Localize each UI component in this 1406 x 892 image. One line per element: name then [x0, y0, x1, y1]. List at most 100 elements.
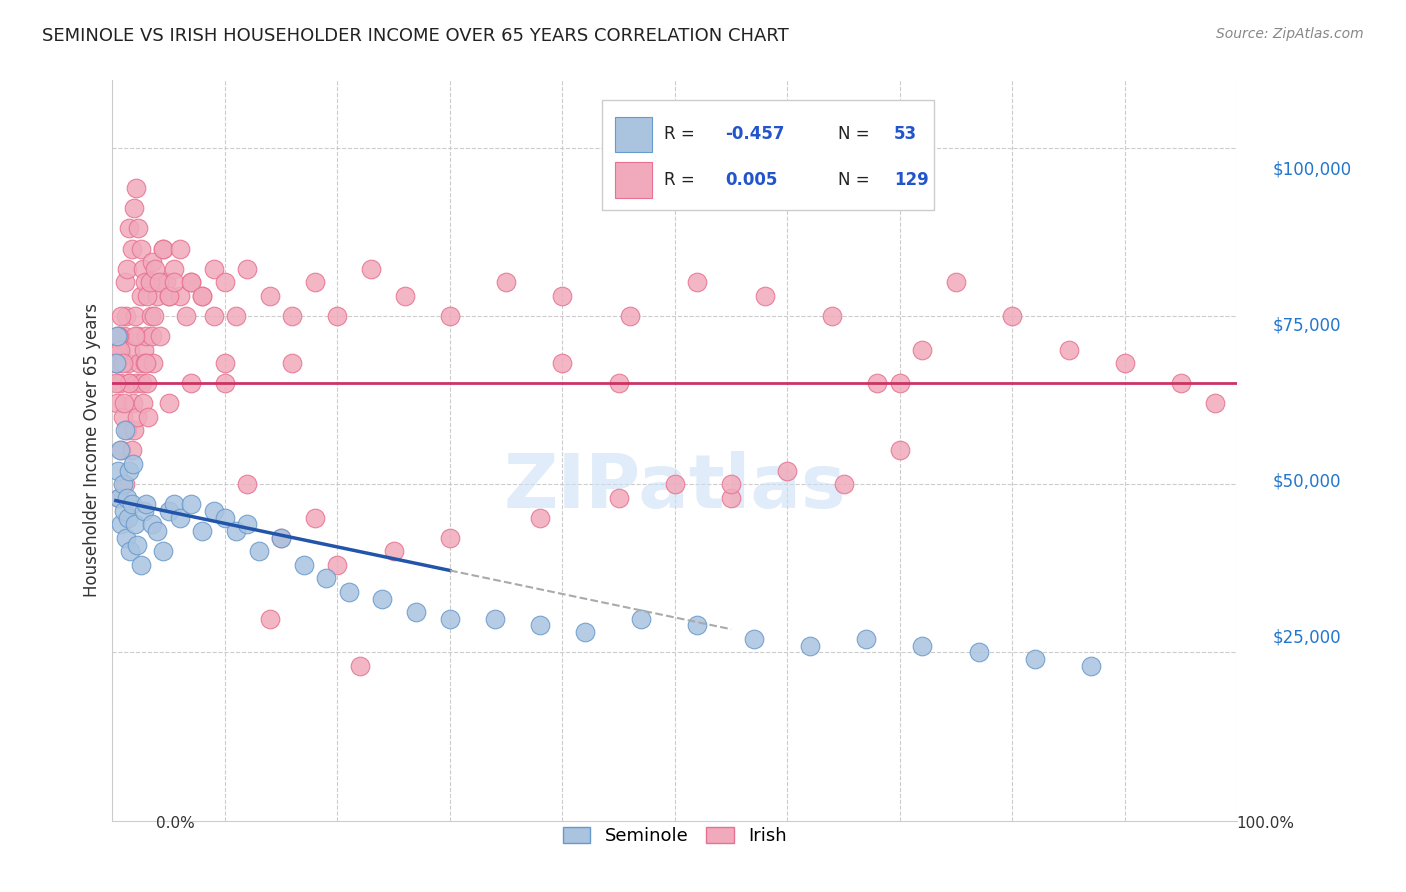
- Point: [163, 275, 186, 289]
- Point: [110, 376, 132, 391]
- Point: [107, 343, 129, 357]
- Point: [439, 309, 461, 323]
- Point: [120, 343, 142, 357]
- Text: 129: 129: [894, 171, 929, 189]
- Point: [889, 376, 911, 391]
- Point: [911, 343, 934, 357]
- Point: [143, 261, 166, 276]
- Point: [124, 329, 146, 343]
- Point: [855, 632, 877, 646]
- Text: 0.005: 0.005: [725, 171, 778, 189]
- Point: [236, 517, 259, 532]
- Point: [439, 531, 461, 545]
- Point: [1204, 396, 1226, 410]
- Point: [326, 309, 349, 323]
- Point: [127, 409, 149, 424]
- Point: [110, 443, 132, 458]
- Point: [180, 497, 202, 511]
- Point: [108, 491, 131, 505]
- Text: R =: R =: [664, 126, 700, 144]
- Point: [118, 464, 141, 478]
- Point: [115, 491, 138, 505]
- Point: [134, 356, 156, 370]
- Point: [111, 356, 134, 370]
- Point: [115, 309, 138, 323]
- Point: [135, 497, 157, 511]
- Point: [105, 396, 128, 410]
- Point: [112, 396, 135, 410]
- Point: [129, 288, 152, 302]
- Point: [225, 309, 247, 323]
- Point: [110, 517, 132, 532]
- Point: [270, 531, 292, 545]
- Point: [135, 329, 157, 343]
- Point: [821, 309, 844, 323]
- Point: [214, 376, 236, 391]
- Text: SEMINOLE VS IRISH HOUSEHOLDER INCOME OVER 65 YEARS CORRELATION CHART: SEMINOLE VS IRISH HOUSEHOLDER INCOME OVE…: [42, 27, 789, 45]
- Point: [121, 242, 143, 256]
- Point: [138, 409, 160, 424]
- Point: [1024, 652, 1046, 666]
- Point: [149, 329, 172, 343]
- Point: [127, 538, 149, 552]
- Point: [121, 396, 143, 410]
- Point: [122, 201, 145, 215]
- Point: [382, 544, 405, 558]
- Point: [114, 477, 136, 491]
- Point: [169, 288, 191, 302]
- Point: [125, 181, 148, 195]
- Point: [118, 376, 141, 391]
- Point: [686, 275, 709, 289]
- Point: [121, 497, 143, 511]
- Point: [799, 639, 821, 653]
- Point: [105, 329, 128, 343]
- Y-axis label: Householder Income Over 65 years: Householder Income Over 65 years: [83, 303, 101, 598]
- Point: [304, 510, 326, 524]
- Point: [136, 288, 159, 302]
- FancyBboxPatch shape: [602, 100, 934, 210]
- Point: [107, 329, 129, 343]
- Point: [1114, 356, 1136, 370]
- Text: 0.0%: 0.0%: [156, 816, 195, 831]
- Point: [114, 275, 136, 289]
- Point: [135, 356, 157, 370]
- Point: [112, 504, 135, 518]
- Point: [326, 558, 349, 572]
- Point: [664, 477, 686, 491]
- Point: [967, 645, 990, 659]
- Point: [122, 423, 145, 437]
- Point: [174, 309, 197, 323]
- Text: R =: R =: [664, 171, 700, 189]
- Point: [117, 356, 139, 370]
- Point: [214, 356, 236, 370]
- Point: [304, 275, 326, 289]
- Point: [127, 221, 149, 235]
- Point: [191, 288, 214, 302]
- Point: [127, 329, 149, 343]
- Point: [281, 309, 304, 323]
- Point: [180, 275, 202, 289]
- Point: [1001, 309, 1024, 323]
- Point: [686, 618, 709, 632]
- Point: [118, 376, 141, 391]
- Point: [405, 605, 427, 619]
- Point: [169, 510, 191, 524]
- Point: [574, 625, 596, 640]
- Point: [259, 612, 281, 626]
- Point: [104, 356, 127, 370]
- Point: [394, 288, 416, 302]
- Point: [742, 632, 765, 646]
- Point: [104, 356, 127, 370]
- Point: [146, 524, 169, 539]
- Point: [132, 343, 155, 357]
- Point: [138, 275, 160, 289]
- Point: [630, 612, 652, 626]
- Point: [292, 558, 315, 572]
- Text: N =: N =: [838, 171, 875, 189]
- Point: [110, 343, 132, 357]
- Point: [163, 261, 186, 276]
- Text: Source: ZipAtlas.com: Source: ZipAtlas.com: [1216, 27, 1364, 41]
- Point: [142, 356, 165, 370]
- Point: [157, 504, 180, 518]
- Point: [607, 376, 630, 391]
